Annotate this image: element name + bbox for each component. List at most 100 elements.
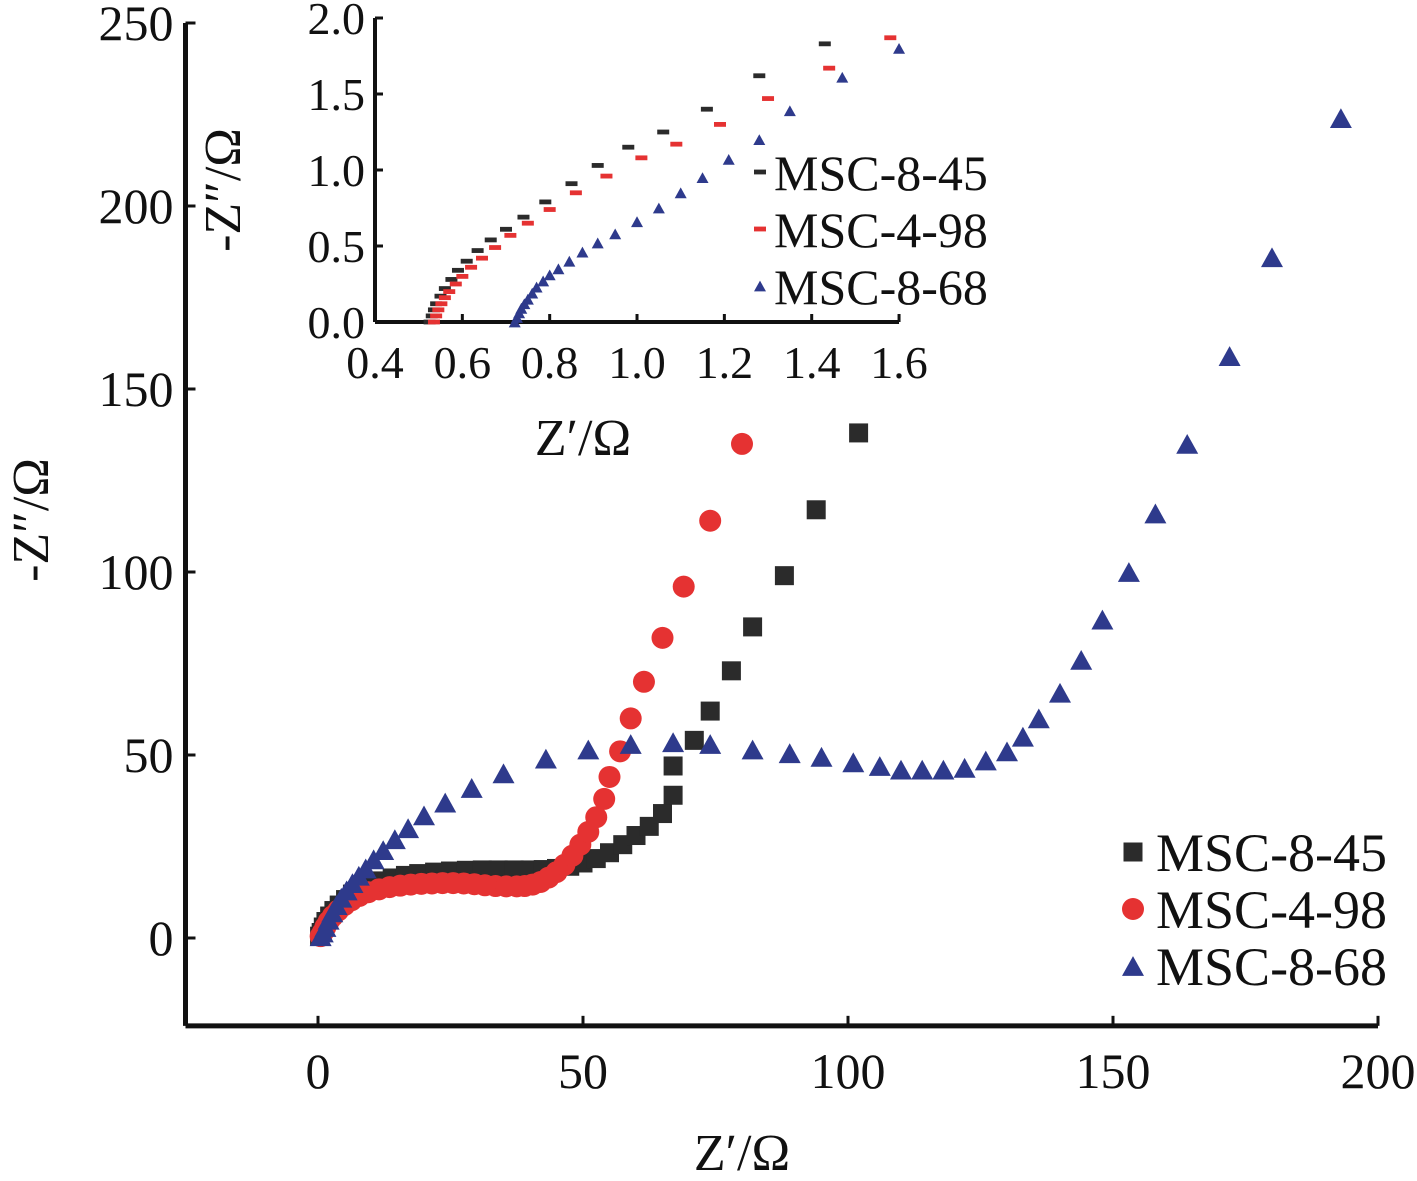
inset-y-tick-label: 2.0 — [308, 0, 366, 44]
main-data-point — [434, 792, 457, 813]
main-data-point — [743, 617, 763, 637]
main-data-point — [868, 756, 891, 776]
main-data-point — [731, 432, 753, 455]
main-x-tick-label: 0 — [306, 1043, 331, 1099]
inset-data-point — [635, 155, 648, 161]
main-data-point — [700, 701, 720, 721]
inset-legend-label: MSC-8-45 — [774, 145, 988, 201]
inset-data-point — [471, 248, 484, 253]
inset-series-MSC-8-45 — [423, 41, 831, 325]
main-data-point — [651, 626, 674, 649]
inset-plot: 0.4 0.6 0.8 1.0 1.2 1.4 1.6 0.0 0.5 1.0 1.5 2.0 Z′/Ω… — [195, 0, 988, 467]
inset-y-tick-label: 0.5 — [308, 221, 366, 272]
main-y-tick-label: 200 — [99, 178, 174, 234]
main-data-point — [663, 756, 683, 776]
main-data-point — [684, 730, 704, 750]
main-data-point — [534, 748, 557, 769]
inset-data-point — [526, 287, 539, 299]
main-data-point — [1027, 708, 1050, 729]
inset-x-tick-label: 1.2 — [696, 337, 754, 388]
main-data-point — [1176, 434, 1199, 454]
inset-x-tick-label: 1.4 — [783, 337, 841, 388]
main-legend-marker — [1122, 898, 1144, 920]
inset-data-point — [722, 153, 735, 165]
inset-data-point — [674, 187, 687, 199]
main-data-point — [1218, 346, 1241, 366]
inset-legend-marker — [754, 169, 766, 175]
inset-data-point — [449, 281, 462, 287]
inset-data-point — [591, 163, 604, 168]
inset-data-point — [451, 267, 464, 273]
inset-data-point — [762, 96, 775, 101]
inset-data-point — [543, 207, 556, 212]
inset-data-point — [823, 65, 836, 71]
inset-legend-label: MSC-4-98 — [774, 202, 988, 258]
inset-data-point — [435, 301, 448, 307]
inset-data-point — [783, 105, 796, 117]
main-data-point — [996, 741, 1018, 762]
main-legend-marker — [1122, 956, 1144, 976]
main-data-point — [810, 746, 833, 767]
inset-x-tick-label: 0.6 — [434, 337, 492, 388]
inset-series-MSC-4-98 — [427, 35, 897, 325]
inset-data-point — [753, 73, 766, 79]
main-data-point — [721, 661, 741, 681]
inset-data-point — [670, 141, 683, 147]
main-data-point — [662, 732, 685, 753]
inset-data-point — [884, 35, 897, 41]
inset-data-point — [563, 255, 576, 267]
inset-legend-marker — [754, 280, 766, 292]
inset-data-point — [438, 286, 451, 291]
inset-x-tick-label: 0.8 — [521, 337, 579, 388]
main-x-axis-title: Z′/Ω — [694, 1125, 790, 1181]
main-data-point — [619, 734, 642, 754]
inset-data-point — [530, 281, 543, 293]
main-data-point — [806, 500, 826, 520]
main-data-point — [663, 785, 683, 805]
main-y-tick-label: 0 — [149, 910, 174, 966]
main-series-MSC-8-68 — [309, 108, 1352, 947]
main-data-point — [932, 759, 955, 780]
inset-data-point — [818, 41, 831, 47]
main-data-point — [492, 763, 515, 784]
main-plot: 0 50 100 150 200 0 50 100 150 200 250 Z′/Ω -Z″/Ω MSC-… — [3, 0, 1416, 1181]
main-data-point — [953, 757, 976, 778]
inset-data-point — [432, 307, 445, 313]
inset-data-point — [652, 202, 665, 214]
main-data-point — [741, 739, 764, 760]
inset-data-point — [504, 232, 517, 238]
main-y-tick-label: 50 — [124, 727, 174, 783]
main-data-point — [849, 423, 869, 443]
main-x-tick-label: 150 — [1076, 1043, 1151, 1099]
inset-data-point — [600, 173, 613, 179]
inset-data-point — [609, 228, 622, 240]
inset-data-point — [427, 319, 440, 325]
inset-y-tick-label: 0.0 — [308, 297, 366, 348]
inset-y-tick-label: 1.5 — [308, 69, 366, 120]
inset-x-tick-label: 0.4 — [346, 337, 404, 388]
main-data-point — [778, 743, 801, 764]
main-legend-label: MSC-4-98 — [1156, 880, 1387, 940]
inset-data-point — [591, 237, 604, 249]
main-legend-label: MSC-8-45 — [1156, 823, 1387, 883]
main-data-point — [774, 566, 794, 586]
main-data-point — [488, 860, 508, 880]
inset-x-tick-label: 1.0 — [608, 337, 666, 388]
main-y-tick-label: 150 — [99, 361, 174, 417]
inset-data-point — [456, 274, 469, 279]
main-data-point — [585, 806, 608, 829]
main-x-tick-label: 50 — [558, 1043, 608, 1099]
inset-data-point — [576, 246, 589, 258]
inset-data-point — [537, 275, 550, 287]
inset-data-point — [460, 258, 473, 264]
inset-data-point — [696, 172, 709, 183]
inset-data-point — [753, 134, 766, 145]
main-legend-marker — [1123, 842, 1143, 862]
main-data-point — [911, 759, 934, 780]
main-data-point — [413, 805, 435, 826]
main-data-point — [460, 778, 483, 798]
inset-data-point — [539, 199, 552, 205]
inset-data-point — [430, 313, 443, 319]
inset-data-point — [569, 190, 582, 196]
